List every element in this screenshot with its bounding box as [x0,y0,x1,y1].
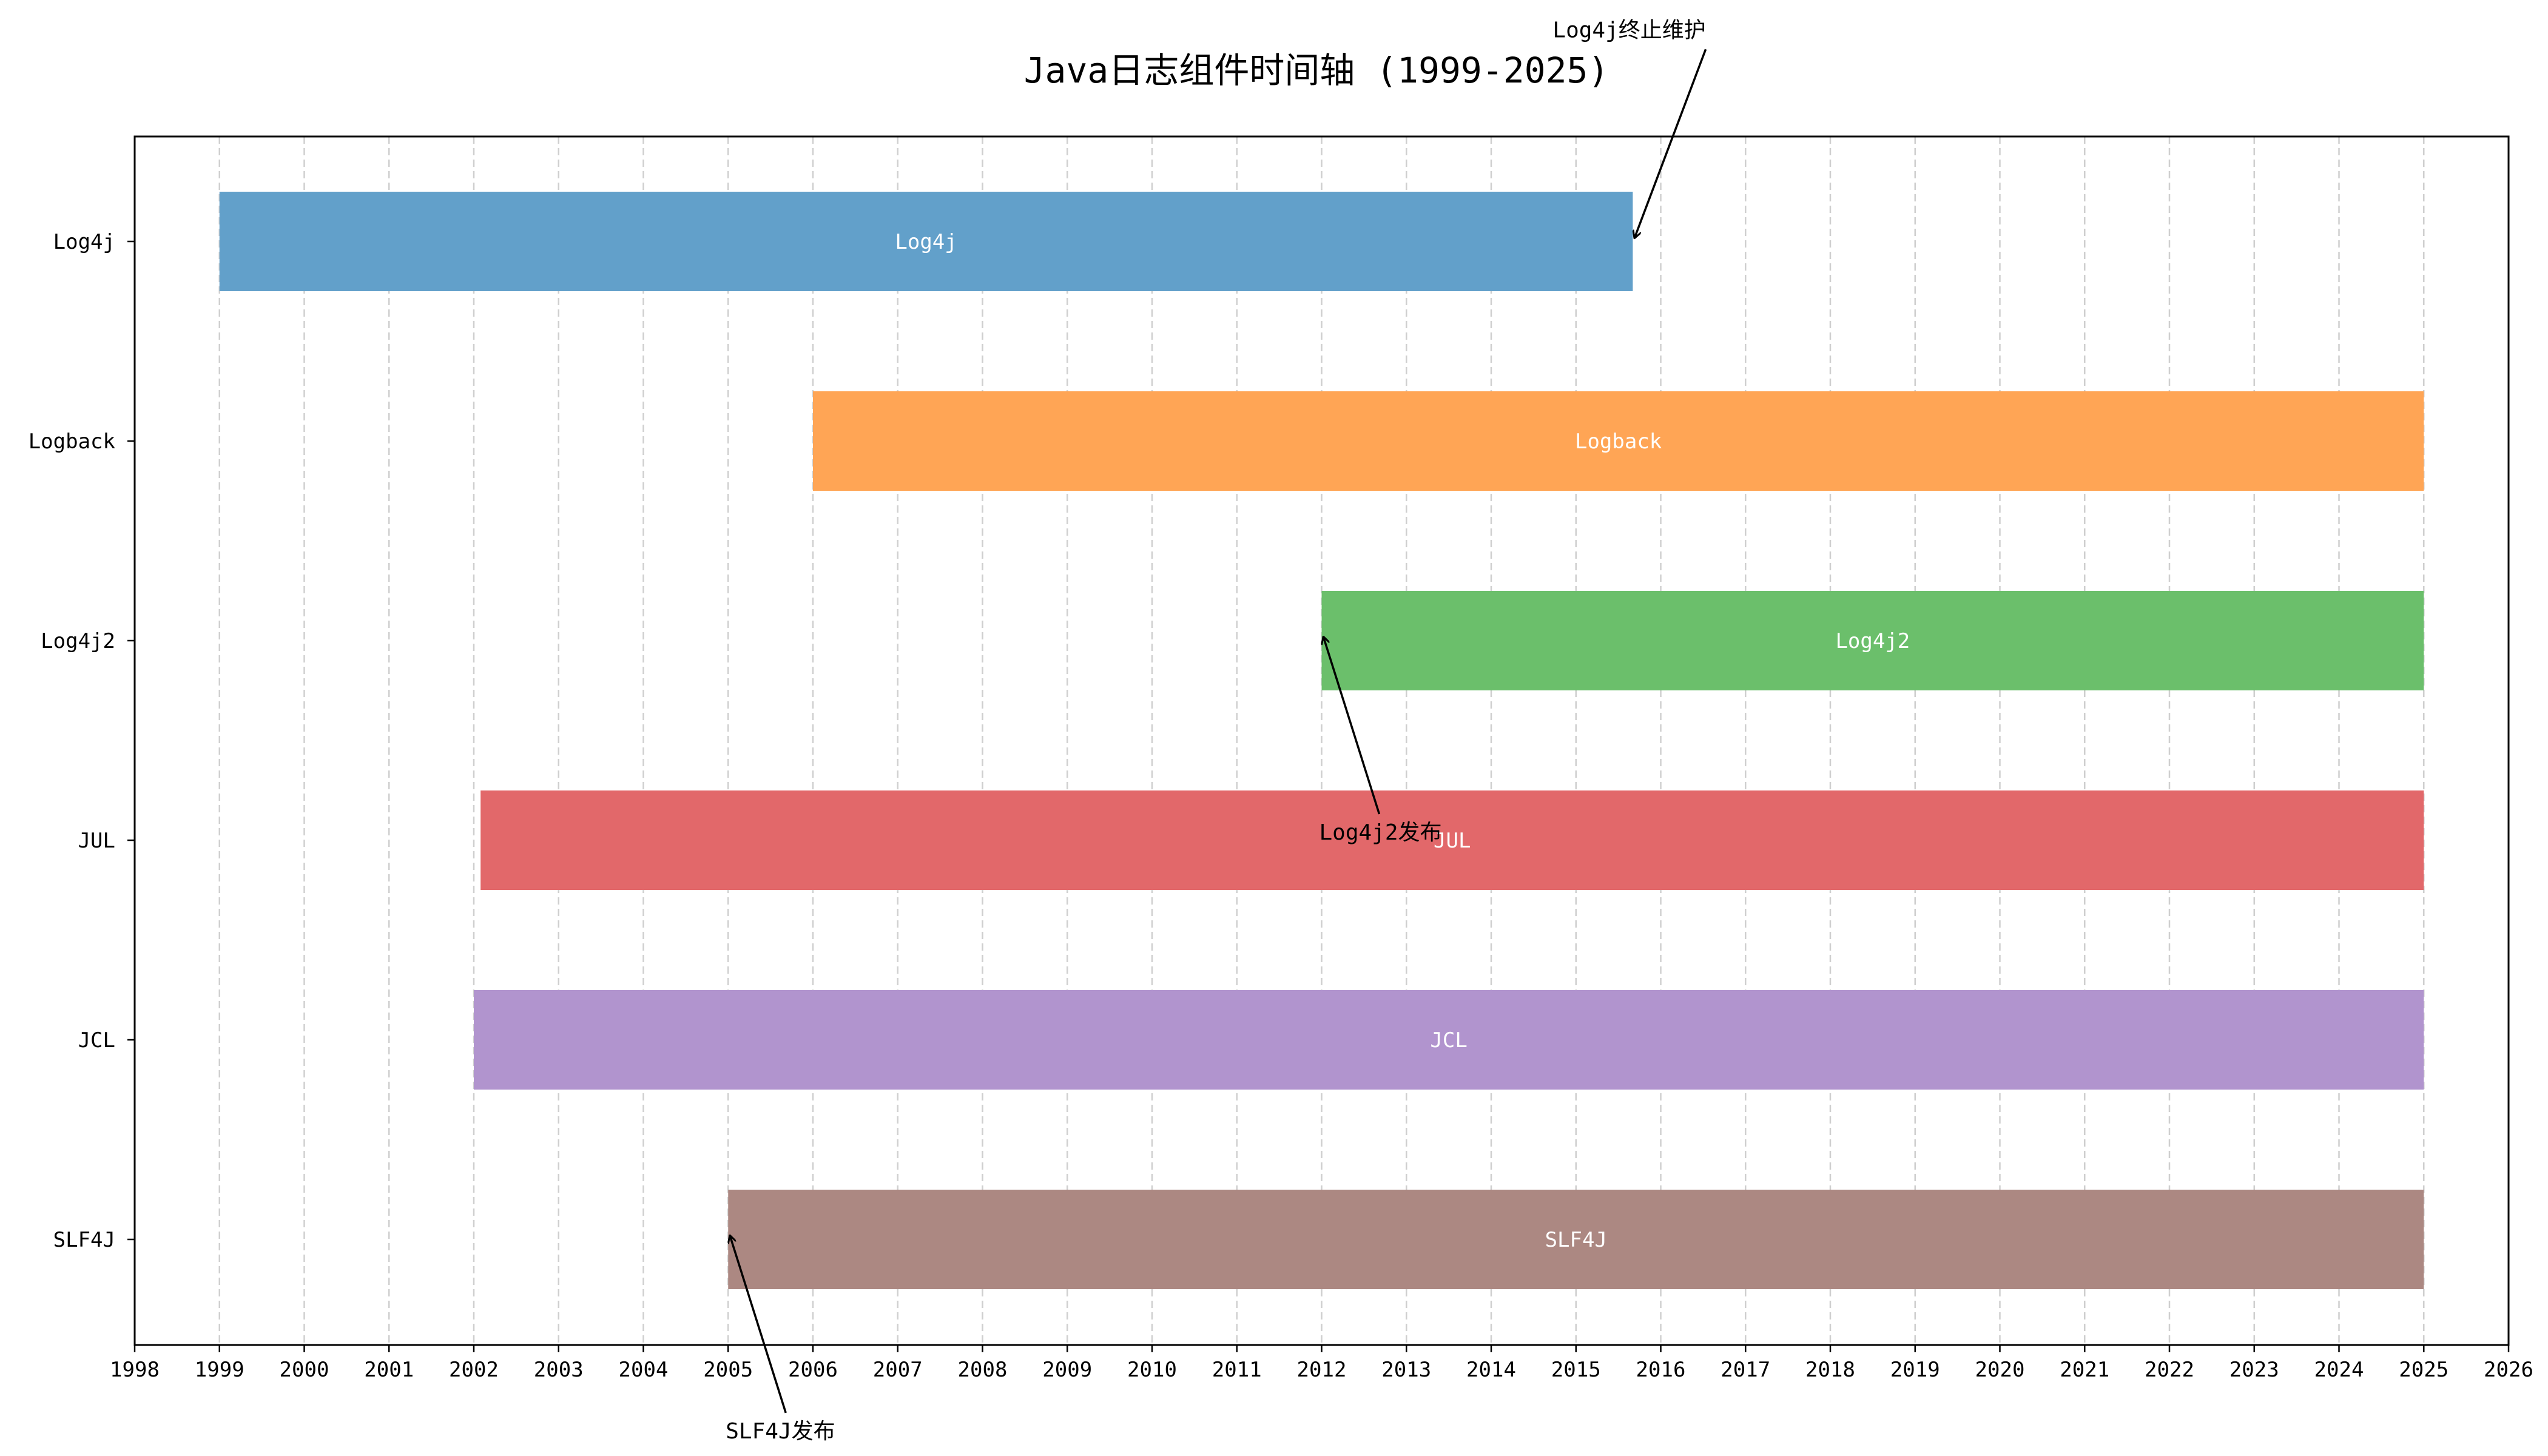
axes: 1998 1999 2000 2001 2002 2003 2004 2005 2006 2007… [29,230,2533,1382]
bar-label: Log4j [895,230,957,254]
x-tick-label: 2016 [1636,1358,1686,1382]
x-tick-label: 2007 [873,1358,923,1382]
x-tick-label: 2017 [1721,1358,1770,1382]
y-tick-label: Logback [29,430,115,454]
x-tick-label: 2011 [1212,1358,1262,1382]
x-tick-label: 2010 [1127,1358,1177,1382]
bars: Log4j Logback Log4j2 JUL JCL SLF4J [219,192,2424,1289]
annotation-text: Log4j2发布 [1320,820,1442,845]
x-tick-label: 2006 [788,1358,838,1382]
annotation-arrow [730,1236,787,1414]
x-tick-label: 2009 [1042,1358,1092,1382]
y-tick-label: JCL [78,1028,115,1053]
bar-log4j2 [1321,591,2424,690]
bar-label: JUL [1434,829,1471,853]
x-tick-label: 2025 [2399,1358,2449,1382]
bar-log4j [219,192,1633,291]
x-tick-label: 2026 [2484,1358,2533,1382]
y-tick-label: SLF4J [53,1228,115,1252]
x-tick-label: 2020 [1975,1358,2025,1382]
bar-label: SLF4J [1545,1228,1607,1252]
x-tick-label: 2005 [703,1358,753,1382]
x-tick-label: 2023 [2230,1358,2279,1382]
x-tick-label: 2013 [1381,1358,1431,1382]
chart-title: Java日志组件时间轴 (1999-2025) [1024,50,1609,91]
bar-jul [480,790,2424,890]
x-tick-label: 2008 [958,1358,1008,1382]
bar-jcl [474,990,2424,1090]
grid-lines [133,136,2510,1345]
annotation-text: Log4j终止维护 [1552,18,1705,42]
bar-label: Logback [1575,430,1662,454]
bar-label: Log4j2 [1835,629,1910,653]
x-tick-label: 2014 [1466,1358,1516,1382]
x-tick-label: 2003 [534,1358,584,1382]
x-tick-label: 2018 [1805,1358,1855,1382]
x-tick-label: 2021 [2060,1358,2109,1382]
x-tick-label: 1999 [195,1358,244,1382]
bar-logback [813,391,2424,491]
x-tick-label: 2024 [2314,1358,2364,1382]
bar-slf4j [728,1190,2424,1289]
x-tick-label: 2004 [619,1358,669,1382]
y-tick-label: Log4j2 [41,629,115,653]
annotations: Log4j终止维护 Log4j2发布 SLF4J发布 [726,18,1707,1444]
x-tick-label: 2019 [1890,1358,1940,1382]
x-tick-label: 2015 [1551,1358,1601,1382]
annotation-text: SLF4J发布 [726,1419,835,1444]
annotation-arrow [1324,637,1381,815]
bar-label: JCL [1430,1028,1467,1053]
y-tick-label: Log4j [53,230,115,254]
annotation-arrow [1634,49,1707,238]
y-tick-label: JUL [78,829,115,853]
x-tick-label: 1998 [110,1358,160,1382]
x-tick-label: 2000 [280,1358,329,1382]
x-tick-label: 2012 [1297,1358,1347,1382]
x-tick-label: 2002 [449,1358,499,1382]
x-tick-label: 2001 [364,1358,414,1382]
x-tick-label: 2022 [2145,1358,2194,1382]
